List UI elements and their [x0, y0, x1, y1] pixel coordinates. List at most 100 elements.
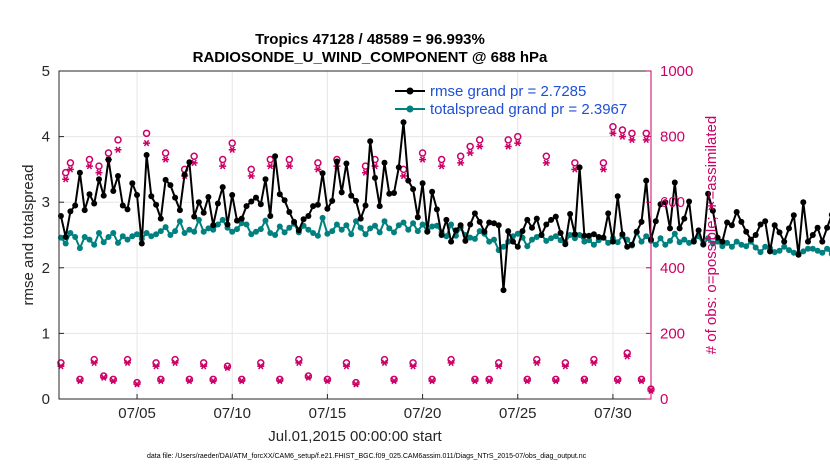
- obs-assimilated-stroke: [572, 166, 578, 173]
- obs-assimilated-marker: [552, 377, 560, 385]
- rmse-point: [762, 218, 769, 225]
- obs-assimilated-marker: [219, 162, 227, 170]
- totalspread-point: [771, 249, 778, 256]
- obs-assimilated-stroke: [258, 362, 264, 370]
- obs-assimilated-marker: [614, 377, 622, 385]
- totalspread-point: [243, 221, 250, 228]
- rmse-point: [562, 241, 569, 248]
- rmse-point: [686, 198, 693, 205]
- obs-assimilated-marker: [457, 159, 465, 167]
- obs-assimilated-stroke: [624, 353, 630, 360]
- totalspread-point: [200, 228, 207, 235]
- rmse-point: [752, 232, 759, 238]
- totalspread-point: [162, 224, 169, 231]
- rmse-point: [395, 164, 402, 171]
- obs-assimilated-stroke: [362, 169, 369, 176]
- totalspread-point: [400, 219, 407, 226]
- obs-assimilated-stroke: [115, 146, 121, 153]
- obs-possible-marker: [61, 168, 70, 177]
- rmse-point: [481, 228, 488, 235]
- rmse-point: [681, 215, 688, 222]
- rmse-point: [381, 159, 388, 166]
- rmse-point: [652, 218, 659, 225]
- totalspread-point: [719, 243, 726, 250]
- rmse-point: [138, 240, 145, 247]
- totalspread-point: [395, 222, 402, 229]
- obs-possible-marker: [99, 372, 108, 380]
- rmse-point: [257, 201, 264, 208]
- y-axis-label-left: rmse and totalspread: [20, 165, 37, 306]
- rmse-point: [76, 169, 83, 176]
- totalspread-point: [153, 231, 160, 238]
- rmse-point: [586, 232, 593, 239]
- obs-possible-marker: [485, 375, 493, 384]
- totalspread-point: [167, 232, 174, 238]
- rmse-point: [100, 192, 107, 199]
- obs-possible-marker: [247, 165, 256, 174]
- rmse-point: [234, 217, 240, 224]
- rmse-point: [629, 241, 635, 248]
- obs-assimilated-stroke: [591, 359, 597, 367]
- rmse-point: [571, 231, 578, 238]
- obs-assimilated-marker: [152, 362, 160, 370]
- obs-possible-marker: [523, 375, 532, 384]
- rmse-point: [324, 205, 331, 212]
- totalspread-point: [824, 245, 830, 252]
- rmse-point: [743, 228, 750, 235]
- obs-assimilated-marker: [637, 377, 645, 385]
- x-tick-label: 07/25: [499, 405, 537, 422]
- obs-assimilated-stroke: [419, 156, 426, 163]
- rmse-point: [124, 206, 131, 213]
- obs-assimilated-marker: [238, 377, 246, 385]
- obs-assimilated-marker: [133, 380, 141, 388]
- rmse-point: [538, 232, 545, 238]
- obs-assimilated-marker: [533, 359, 541, 367]
- obs-assimilated-stroke: [134, 380, 140, 388]
- totalspread-point: [148, 233, 155, 240]
- totalspread-point: [234, 226, 240, 233]
- rmse-point: [243, 203, 250, 210]
- rmse-point: [372, 174, 378, 181]
- rmse-point: [429, 188, 436, 195]
- totalspread-point: [586, 237, 593, 244]
- totalspread-point: [62, 240, 69, 247]
- obs-assimilated-stroke: [220, 162, 226, 170]
- rmse-point: [471, 210, 478, 217]
- totalspread-point: [286, 224, 293, 231]
- totalspread-point: [157, 228, 164, 235]
- totalspread-point: [357, 224, 364, 231]
- totalspread-point: [343, 222, 350, 229]
- totalspread-point: [210, 226, 217, 233]
- rmse-point: [319, 170, 326, 177]
- totalspread-point: [486, 238, 493, 245]
- rmse-point: [419, 180, 426, 187]
- obs-possible-marker: [428, 375, 436, 384]
- totalspread-point: [238, 220, 245, 227]
- rmse-point: [814, 224, 821, 231]
- rmse-point: [495, 222, 502, 229]
- obs-assimilated-stroke: [67, 166, 74, 173]
- obs-possible-marker: [109, 375, 118, 384]
- rmse-point: [291, 218, 298, 225]
- obs-assimilated-marker: [642, 136, 650, 144]
- rmse-point: [167, 182, 174, 189]
- rmse-point: [728, 222, 735, 229]
- obs-possible-marker: [466, 142, 474, 151]
- totalspread-point: [100, 239, 107, 246]
- totalspread-point: [757, 249, 764, 256]
- totalspread-point: [91, 241, 98, 248]
- rmse-point: [519, 228, 526, 235]
- rmse-point: [624, 243, 631, 250]
- rmse-point: [638, 218, 645, 225]
- rmse-point: [229, 192, 236, 198]
- obs-possible-marker: [76, 375, 84, 384]
- obs-assimilated-marker: [609, 130, 617, 137]
- obs-assimilated-stroke: [110, 377, 116, 385]
- obs-assimilated-marker: [157, 377, 165, 385]
- totalspread-point: [448, 221, 455, 228]
- totalspread-point: [119, 233, 126, 240]
- totalspread-point: [429, 223, 436, 230]
- rmse-point: [500, 287, 507, 294]
- obs-possible-marker: [185, 375, 194, 384]
- obs-possible-marker: [161, 149, 170, 157]
